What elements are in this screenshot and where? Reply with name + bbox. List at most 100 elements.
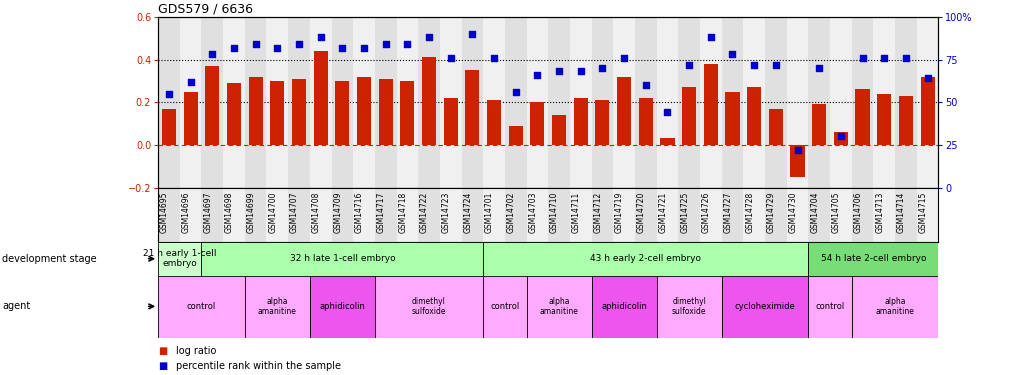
Point	[529, 72, 545, 78]
Text: GSM14709: GSM14709	[333, 192, 342, 233]
Text: GSM14695: GSM14695	[160, 192, 169, 233]
Bar	[591, 17, 612, 188]
Text: control: control	[490, 302, 519, 311]
Text: GSM14724: GSM14724	[463, 192, 472, 233]
Bar	[548, 17, 570, 188]
Bar	[202, 242, 483, 276]
Text: GSM14707: GSM14707	[289, 192, 299, 233]
Bar	[743, 17, 764, 188]
Point	[248, 41, 264, 47]
Bar	[508, 126, 523, 145]
Text: GDS579 / 6636: GDS579 / 6636	[158, 3, 253, 16]
Point	[269, 45, 285, 51]
Bar	[699, 17, 721, 188]
Bar	[855, 89, 869, 145]
Bar	[616, 76, 631, 145]
Bar	[202, 17, 223, 188]
Text: GSM14706: GSM14706	[853, 192, 862, 233]
Bar	[335, 81, 350, 145]
Bar	[245, 276, 310, 338]
Bar	[786, 188, 808, 242]
Bar	[245, 188, 266, 242]
Text: 43 h early 2-cell embryo: 43 h early 2-cell embryo	[590, 254, 701, 263]
Bar	[851, 276, 937, 338]
Point	[897, 55, 913, 61]
Bar	[635, 17, 656, 188]
Text: GSM14697: GSM14697	[203, 192, 212, 233]
Bar	[916, 17, 937, 188]
Bar	[634, 188, 656, 242]
Bar	[375, 276, 483, 338]
Bar	[591, 188, 612, 242]
Bar	[158, 276, 245, 338]
Point	[507, 89, 524, 95]
Bar	[270, 81, 284, 145]
Bar	[919, 76, 933, 145]
Text: alpha
amanitine: alpha amanitine	[539, 297, 578, 316]
Bar	[678, 17, 699, 188]
Text: GSM14727: GSM14727	[722, 192, 732, 233]
Bar	[786, 17, 808, 188]
Bar	[205, 66, 219, 145]
Bar	[179, 17, 202, 188]
Bar	[721, 276, 808, 338]
Bar	[768, 109, 783, 145]
Bar	[202, 188, 223, 242]
Text: GSM14715: GSM14715	[918, 192, 926, 233]
Text: GSM14718: GSM14718	[398, 192, 407, 233]
Bar	[551, 115, 566, 145]
Text: GSM14719: GSM14719	[614, 192, 624, 233]
Bar	[223, 17, 245, 188]
Bar	[808, 188, 829, 242]
Text: GSM14710: GSM14710	[549, 192, 558, 233]
Point	[594, 65, 610, 71]
Bar	[504, 17, 526, 188]
Bar	[422, 57, 436, 145]
Point	[161, 91, 177, 97]
Text: GSM14699: GSM14699	[247, 192, 256, 233]
Bar	[721, 188, 743, 242]
Bar	[898, 96, 912, 145]
Bar	[331, 17, 353, 188]
Bar	[916, 188, 937, 242]
Point	[789, 147, 805, 153]
Bar	[158, 188, 179, 242]
Text: GSM14703: GSM14703	[528, 192, 537, 233]
Point	[377, 41, 393, 47]
Text: GSM14721: GSM14721	[658, 192, 666, 233]
Bar	[443, 98, 458, 145]
Bar	[483, 188, 504, 242]
Bar	[526, 276, 591, 338]
Point	[637, 82, 653, 88]
Point	[182, 79, 199, 85]
Point	[398, 41, 415, 47]
Point	[225, 45, 242, 51]
Bar	[357, 76, 371, 145]
Bar	[288, 17, 310, 188]
Bar	[418, 17, 439, 188]
Bar	[872, 188, 895, 242]
Bar	[548, 188, 570, 242]
Text: GSM14722: GSM14722	[420, 192, 429, 233]
Bar	[179, 188, 202, 242]
Bar	[595, 100, 609, 145]
Point	[745, 62, 761, 68]
Bar	[223, 188, 245, 242]
Bar	[876, 94, 891, 145]
Bar	[418, 188, 439, 242]
Bar	[158, 17, 179, 188]
Text: ■: ■	[158, 346, 167, 355]
Text: GSM14723: GSM14723	[441, 192, 450, 233]
Bar	[310, 17, 331, 188]
Point	[832, 134, 848, 140]
Bar	[851, 17, 872, 188]
Bar	[439, 17, 462, 188]
Text: alpha
amanitine: alpha amanitine	[258, 297, 297, 316]
Bar	[331, 188, 353, 242]
Text: aphidicolin: aphidicolin	[600, 302, 646, 311]
Bar	[656, 188, 678, 242]
Bar	[526, 17, 548, 188]
Bar	[245, 17, 266, 188]
Text: GSM14717: GSM14717	[376, 192, 385, 233]
Bar	[266, 188, 288, 242]
